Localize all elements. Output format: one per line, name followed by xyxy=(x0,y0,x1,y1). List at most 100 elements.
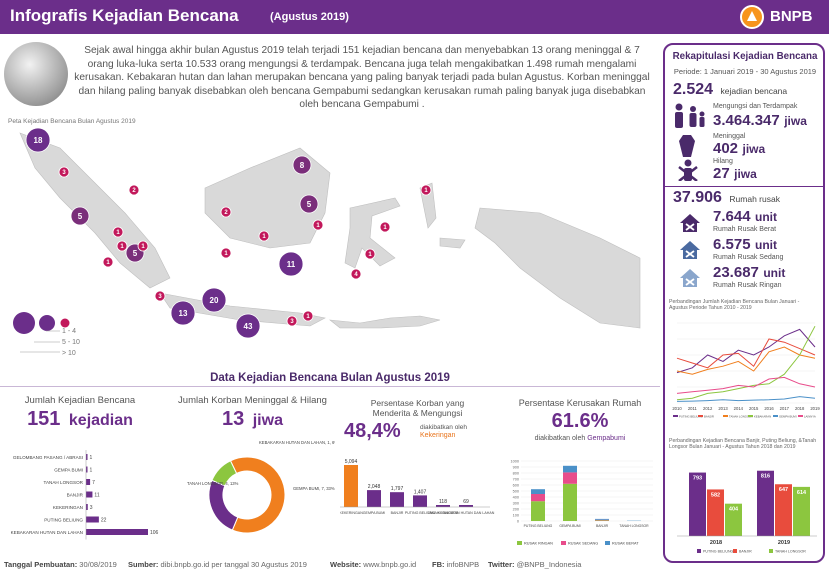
line-legend-swatch xyxy=(748,415,753,417)
group-bar xyxy=(793,486,810,536)
family-icon xyxy=(675,103,705,128)
line-xtick-label: 2016 xyxy=(764,406,774,411)
footer-twitter[interactable]: @BNPB_Indonesia xyxy=(516,560,582,569)
rusak-sedang-unit: unit xyxy=(755,238,777,252)
korban-value: 13 xyxy=(222,408,245,430)
chart-persen-korban: 5,094 KEKERINGAN 2,048 GEMPA BUMI 1,797 BANJI… xyxy=(340,459,495,515)
stack-segment xyxy=(595,519,609,521)
map-label: Peta Kejadian Bencana Bulan Agustus 2019 xyxy=(8,118,136,125)
group-category-label: 2019 xyxy=(778,540,790,546)
group-value-label: 816 xyxy=(761,474,770,480)
stack-segment xyxy=(563,472,577,484)
line-series xyxy=(676,338,816,369)
map-marker xyxy=(350,268,362,280)
hbar-value-label: 106 xyxy=(150,530,159,536)
house-medium-damage-icon xyxy=(680,241,700,259)
line-xtick-label: 2015 xyxy=(749,406,759,411)
island-sulawesi xyxy=(344,197,401,269)
section-divider xyxy=(0,386,660,387)
map-marker-label: 13 xyxy=(179,309,188,318)
map-marker-label: 5 xyxy=(133,249,138,258)
footer-tanggal-label: Tanggal Pembuatan: xyxy=(4,560,78,569)
jumlah-value: 151 xyxy=(27,408,61,430)
persen-rumah-value: 61.6% xyxy=(551,410,609,432)
sidebar-period: Periode: 1 Januari 2019 - 30 Agustus 201… xyxy=(673,67,817,76)
rusak-ringan-label: Rumah Rusak Ringan xyxy=(713,282,782,289)
line-series xyxy=(676,328,816,374)
hbar-value-label: 22 xyxy=(101,518,107,524)
vbar-category-label: GEMPA BUMI xyxy=(363,511,386,515)
map-marker-label: 11 xyxy=(287,260,296,269)
footer-fb[interactable]: infoBNPB xyxy=(446,560,480,569)
donut-slice xyxy=(229,456,286,534)
island-sumatra xyxy=(19,132,171,289)
donut-slice-label: KEBAKARAN HUTAN DAN LAHAN, 1, 6% xyxy=(259,440,335,445)
footer-website[interactable]: www.bnpb.go.id xyxy=(363,560,417,569)
persen-korban-cause: Kekeringan xyxy=(420,432,456,439)
mengungsi-value: 3.464.347 xyxy=(713,112,780,129)
legend-small-bubble xyxy=(60,318,70,328)
island-maluku xyxy=(419,182,466,249)
map-marker xyxy=(220,206,232,218)
hbar-bar xyxy=(86,479,91,485)
stack-legend-label: RUSAK BERAT xyxy=(612,542,639,546)
meninggal-unit: jiwa xyxy=(742,142,766,156)
stack-category-label: TANAH LONGSOR xyxy=(619,524,649,528)
map-marker-label: 3 xyxy=(290,319,294,325)
legend-label-medium: 5 - 10 xyxy=(62,339,80,346)
hbar-bar xyxy=(86,491,93,498)
vbar-category-label: TANAH LONGSOR xyxy=(428,511,459,515)
hbar-category-label: PUTING BELIUNG xyxy=(44,518,83,523)
group-value-label: 404 xyxy=(729,507,739,513)
vbar-category-label: BANJIR xyxy=(391,511,404,515)
map-marker-label: 3 xyxy=(62,170,66,176)
map-marker xyxy=(220,247,232,259)
group-legend-label: PUTING BELIUNG xyxy=(703,550,734,554)
footer-tanggal: 30/08/2019 xyxy=(79,560,117,569)
line-xtick-label: 2011 xyxy=(688,406,698,411)
donut-slice-label: TANAH LONGSOR, 4, 13% xyxy=(187,481,239,486)
panel-korban: Jumlah Korban Meninggal & Hilang 13 jiwa xyxy=(170,395,335,431)
missing-person-icon xyxy=(678,159,698,181)
hilang-unit: jiwa xyxy=(734,167,757,181)
rusak-sedang-label: Rumah Rusak Sedang xyxy=(713,254,784,261)
group-legend-label: TANAH LONGSOR xyxy=(775,550,806,554)
line-series xyxy=(676,346,816,375)
line-legend-label: GEMPA BUMI xyxy=(779,415,797,419)
donut-slice-label: GEMPA BUMI, 7, 33% xyxy=(293,486,335,491)
map-marker xyxy=(128,184,140,196)
hbar-value-label: 1 xyxy=(90,455,93,461)
map-marker xyxy=(312,219,324,231)
map-marker-label: 1 xyxy=(262,234,266,240)
vbar-value-label: 118 xyxy=(439,499,447,505)
line-legend-swatch xyxy=(773,415,778,417)
map-marker-label: 1 xyxy=(106,260,110,266)
stack-legend-swatch xyxy=(561,541,566,545)
jumlah-unit: kejadian xyxy=(68,412,133,429)
line-legend-label: PUTING BELIUNG xyxy=(679,415,703,419)
line-legend-label: BANJIR xyxy=(704,415,714,419)
grouped-chart-title: Perbandingan Kejadian Bencana Banjir, Pu… xyxy=(669,438,817,450)
map-marker-label: 1 xyxy=(424,188,428,194)
map-marker xyxy=(25,128,51,153)
map-marker-label: 4 xyxy=(354,272,358,278)
footer-twitter-label: Twitter: xyxy=(488,560,515,569)
group-bar xyxy=(689,472,706,536)
line-legend-swatch xyxy=(698,415,703,417)
coffin-icon xyxy=(679,135,695,157)
stack-ytick-label: 200 xyxy=(513,508,519,512)
intro-text: Sejak awal hingga akhir bulan Agustus 20… xyxy=(74,45,650,110)
map-marker xyxy=(235,313,261,339)
stack-segment xyxy=(595,520,609,521)
line-xtick-label: 2012 xyxy=(703,406,713,411)
chart-tren-tahunan: 2010 2011 2012 2013 2014 2015 2016 2017 2018 2019… xyxy=(672,322,820,419)
section-title: Data Kejadian Bencana Bulan Agustus 2019 xyxy=(210,372,450,384)
map-marker-label: 20 xyxy=(210,296,219,305)
map-marker xyxy=(420,184,432,196)
vbar-category-label: PUTING BELIUNG xyxy=(405,511,436,515)
hbar-bar xyxy=(86,466,88,473)
footer-sumber: dibi.bnpb.go.id per tanggal 30 Agustus 2… xyxy=(160,560,307,569)
legend-large-bubble xyxy=(13,312,35,334)
